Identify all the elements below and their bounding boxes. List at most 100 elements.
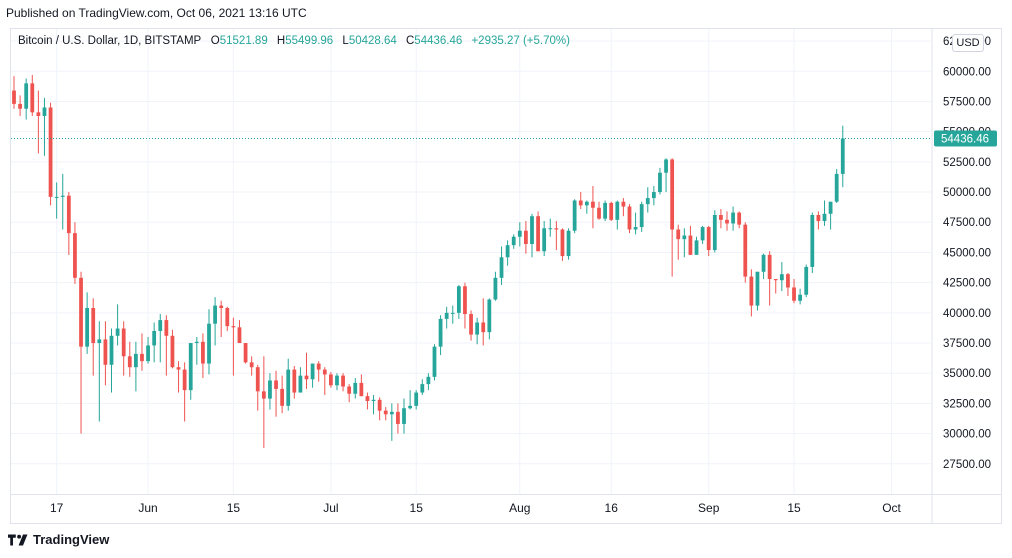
- candle-body: [438, 318, 443, 347]
- candle-body: [767, 254, 772, 280]
- candle-body: [712, 215, 717, 251]
- close-label: C: [405, 35, 415, 47]
- candle-body: [779, 274, 784, 281]
- candle-body: [383, 410, 388, 415]
- candle-body: [505, 245, 510, 258]
- candle-body: [335, 375, 339, 386]
- candle-body: [182, 369, 187, 391]
- candle-body: [304, 375, 309, 380]
- candle-body: [761, 254, 766, 272]
- chart-frame: [10, 28, 1002, 524]
- y-tick-label: 60000.00: [943, 66, 991, 78]
- candle-body: [243, 343, 248, 363]
- candle-body: [773, 279, 778, 281]
- y-tick-label: 52500.00: [943, 157, 991, 169]
- y-tick-label: 57500.00: [943, 96, 991, 108]
- x-tick-label: 15: [410, 501, 424, 515]
- y-tick-label: 40000.00: [943, 308, 991, 320]
- candle-body: [645, 198, 650, 205]
- candle-body: [91, 308, 96, 344]
- x-tick-label: 15: [227, 501, 241, 515]
- candle-body: [725, 219, 729, 224]
- candle-body: [164, 320, 169, 336]
- candle-body: [651, 192, 656, 199]
- published-caption: Published on TradingView.com, Oct 06, 20…: [6, 6, 307, 20]
- candle-body: [261, 391, 266, 399]
- candle-body: [97, 339, 102, 344]
- close-value: 54436.46: [414, 35, 463, 47]
- candle-body: [389, 411, 394, 415]
- candle-body: [560, 229, 565, 257]
- candle-body: [298, 375, 303, 393]
- last-price-tag: [934, 130, 997, 147]
- candle-body: [426, 376, 431, 385]
- candle-body: [194, 341, 199, 344]
- candle-body: [743, 224, 748, 277]
- candle-body: [231, 326, 236, 328]
- candle-body: [225, 308, 230, 327]
- candle-body: [133, 353, 138, 368]
- high-value: 55499.96: [285, 35, 334, 47]
- open-label: O: [210, 35, 220, 47]
- candle-body: [432, 346, 437, 377]
- y-tick-label: 30000.00: [943, 429, 991, 441]
- candle-body: [719, 215, 723, 220]
- candle-body: [530, 216, 534, 244]
- y-tick-label: 42500.00: [943, 278, 991, 290]
- candle-body: [115, 328, 120, 336]
- candle-body: [737, 212, 742, 225]
- candle-body: [682, 235, 687, 240]
- candle-body: [658, 172, 662, 193]
- candle-body: [670, 159, 675, 230]
- candle-body: [42, 107, 47, 116]
- candle-body: [731, 212, 735, 224]
- candle-body: [511, 236, 516, 246]
- candle-body: [85, 308, 90, 347]
- symbol-title: Bitcoin / U.S. Dollar, 1D, BITSTAMP: [18, 35, 202, 47]
- candle-body: [584, 201, 589, 206]
- candle-body: [694, 240, 699, 255]
- candle-body: [798, 294, 803, 301]
- candle-body: [469, 314, 473, 335]
- candle-body: [840, 138, 845, 174]
- candle-body: [554, 228, 559, 230]
- candle-body: [170, 335, 175, 368]
- candle-body: [834, 173, 839, 202]
- candle-body: [146, 345, 150, 362]
- x-tick-label: Aug: [509, 501, 530, 515]
- candle-body: [18, 103, 22, 109]
- candle-body: [140, 353, 144, 362]
- y-tick-label: 37500.00: [943, 338, 991, 350]
- brand-name: TradingView: [33, 532, 110, 547]
- x-tick-label: Sep: [698, 501, 720, 515]
- candle-body: [274, 380, 278, 389]
- candle-body: [286, 369, 291, 406]
- x-tick-label: Jul: [323, 501, 338, 515]
- candle-body: [615, 201, 620, 220]
- x-tick-label: Jun: [138, 501, 157, 515]
- symbol-legend: Bitcoin / U.S. Dollar, 1D, BITSTAMP O515…: [18, 35, 570, 47]
- candle-body: [414, 392, 419, 406]
- candle-body: [420, 384, 425, 393]
- candle-body: [664, 159, 668, 173]
- candle-body: [268, 380, 272, 399]
- candle-body: [310, 363, 315, 380]
- y-tick-label: 32500.00: [943, 398, 991, 410]
- candle-body: [706, 227, 711, 251]
- candle-body: [481, 322, 486, 333]
- candle-body: [237, 327, 242, 344]
- candle-body: [786, 274, 790, 288]
- tradingview-brand: TradingView: [8, 532, 109, 547]
- candle-body: [158, 320, 163, 331]
- currency-button[interactable]: USD: [952, 34, 984, 52]
- candle-body: [322, 369, 327, 375]
- candle-body: [103, 339, 108, 365]
- candle-body: [536, 216, 540, 252]
- candle-body: [292, 369, 297, 393]
- candle-body: [499, 257, 504, 278]
- candle-body: [219, 305, 224, 308]
- candle-body: [676, 229, 681, 240]
- candle-body: [456, 286, 461, 313]
- candle-body: [121, 328, 126, 357]
